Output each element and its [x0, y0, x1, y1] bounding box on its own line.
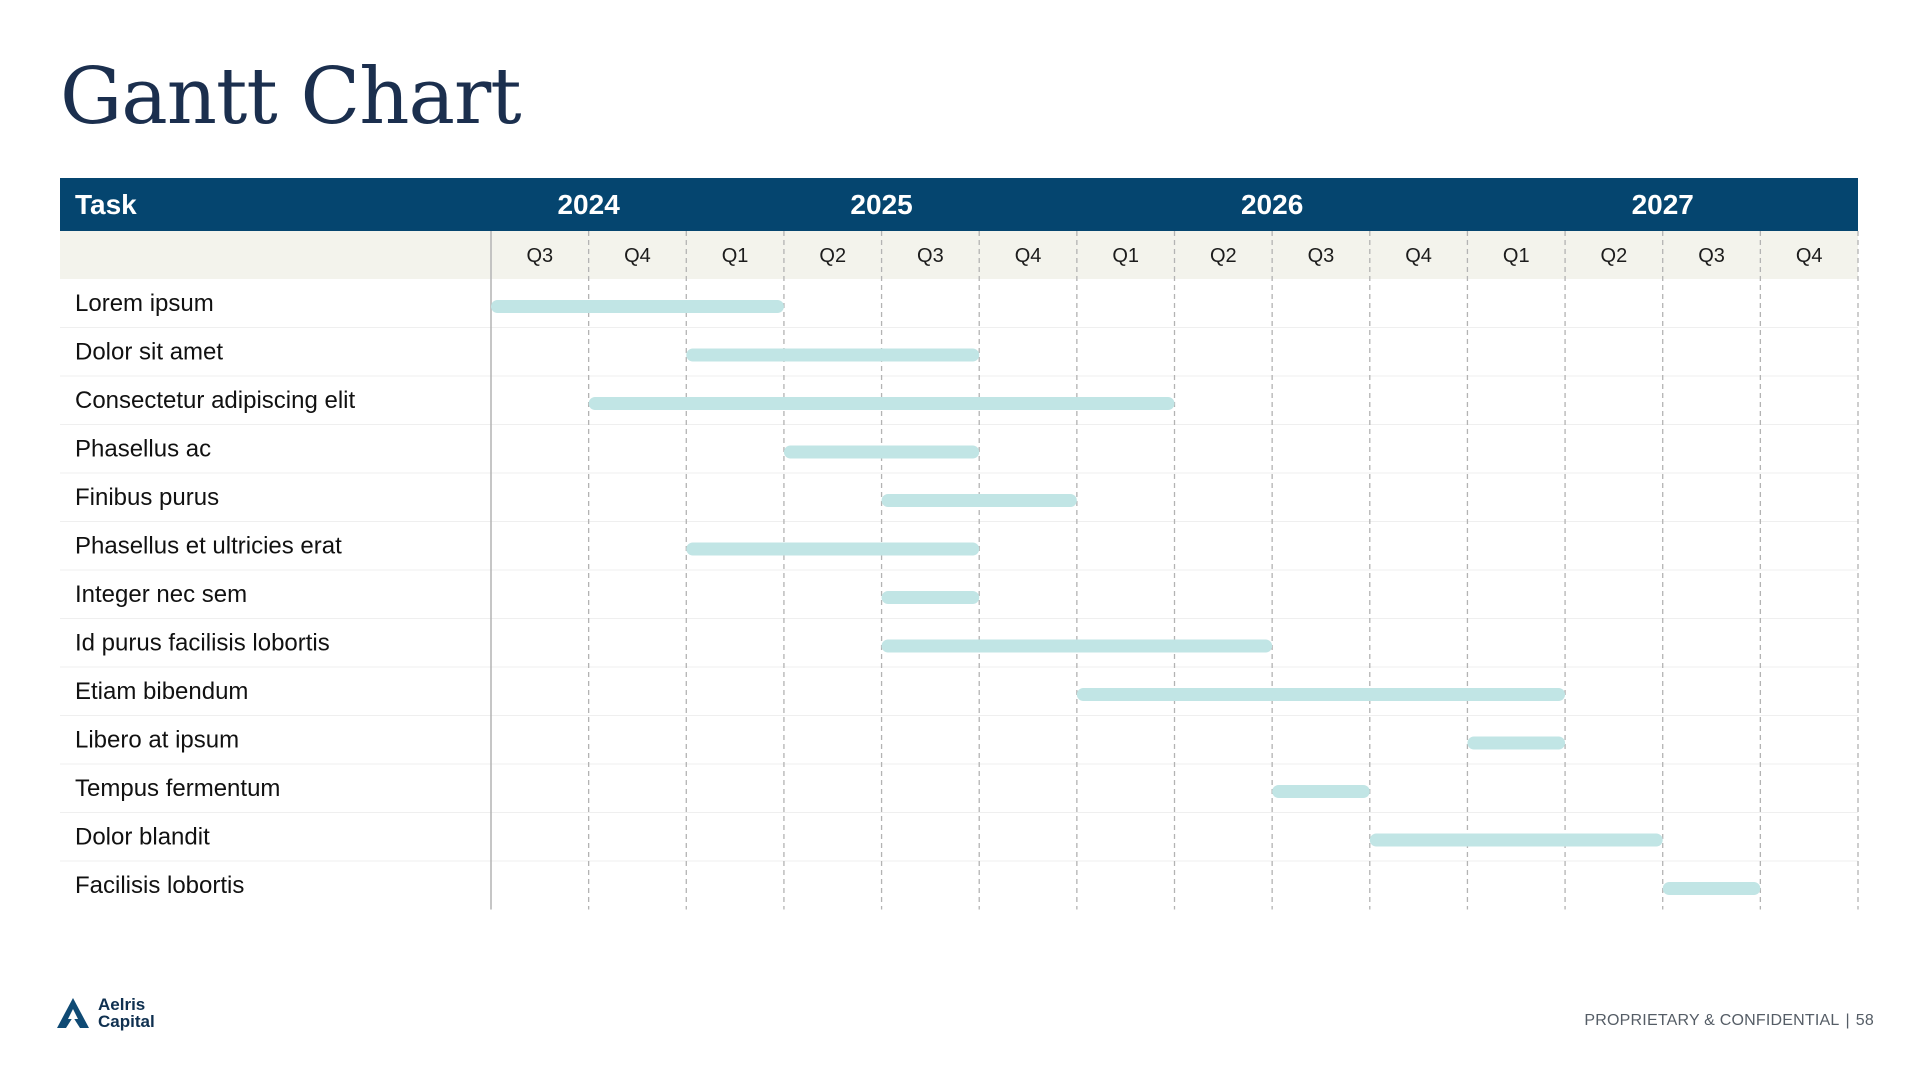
task-bar: [491, 300, 784, 313]
task-label: Facilisis lobortis: [75, 872, 244, 899]
quarter-label-2027-q4: Q4: [1796, 245, 1823, 267]
task-bar: [1662, 882, 1761, 895]
quarter-label-2026-q2: Q2: [1210, 245, 1237, 267]
quarter-label-2027-q2: Q2: [1601, 245, 1628, 267]
quarter-label-2026-q4: Q4: [1405, 245, 1432, 267]
task-bar: [686, 348, 980, 362]
footer-separator: |: [1845, 1012, 1850, 1029]
header-band: [60, 178, 1858, 231]
year-label-2026: 2026: [1241, 189, 1303, 220]
logo-text-line2: Capital: [98, 1012, 155, 1031]
page-title: Gantt Chart: [60, 52, 522, 142]
quarter-label-2025-q3: Q3: [917, 245, 944, 267]
logo-mark-icon: [57, 998, 89, 1028]
task-label: Id purus facilisis lobortis: [75, 630, 330, 657]
quarter-label-2025-q2: Q2: [819, 245, 846, 267]
task-label: Finibus purus: [75, 484, 219, 511]
quarter-label-2027-q1: Q1: [1503, 245, 1530, 267]
quarter-label-2027-q3: Q3: [1698, 245, 1725, 267]
task-label: Lorem ipsum: [75, 290, 214, 317]
quarter-label-2024-q3: Q3: [526, 245, 553, 267]
year-label-2027: 2027: [1632, 189, 1694, 220]
task-bar: [783, 445, 980, 459]
task-label: Integer nec sem: [75, 581, 247, 608]
task-label: Phasellus ac: [75, 436, 211, 463]
task-bar: [1467, 736, 1566, 750]
confidential-label: PROPRIETARY & CONFIDENTIAL: [1584, 1012, 1840, 1029]
task-bar: [881, 591, 980, 604]
logo-text-line1: Aelris: [98, 995, 146, 1014]
task-bar: [881, 494, 1077, 507]
task-bar: [686, 542, 980, 556]
task-bar: [881, 639, 1273, 653]
task-bar: [1369, 833, 1663, 847]
task-label: Dolor blandit: [75, 824, 210, 851]
footer: PROPRIETARY & CONFIDENTIAL | 58: [1584, 1012, 1874, 1030]
task-column-header: Task: [75, 189, 137, 220]
task-label: Tempus fermentum: [75, 775, 280, 802]
task-bar: [588, 397, 1175, 410]
quarter-row-band: [60, 231, 1858, 279]
year-label-2025: 2025: [850, 189, 912, 220]
quarter-label-2026-q1: Q1: [1112, 245, 1139, 267]
company-logo: Aelris Capital: [56, 996, 155, 1030]
task-label: Libero at ipsum: [75, 727, 239, 754]
task-label: Dolor sit amet: [75, 339, 223, 366]
task-label: Phasellus et ultricies erat: [75, 533, 342, 560]
task-bar: [1272, 785, 1370, 798]
year-label-2024: 2024: [557, 189, 620, 220]
task-bar: [1076, 688, 1566, 701]
task-label: Etiam bibendum: [75, 678, 248, 705]
page-number: 58: [1855, 1012, 1874, 1029]
quarter-label-2026-q3: Q3: [1308, 245, 1335, 267]
task-label: Consectetur adipiscing elit: [75, 387, 355, 414]
quarter-label-2024-q4: Q4: [624, 245, 651, 267]
quarter-label-2025-q4: Q4: [1015, 245, 1042, 267]
quarter-label-2025-q1: Q1: [722, 245, 749, 267]
